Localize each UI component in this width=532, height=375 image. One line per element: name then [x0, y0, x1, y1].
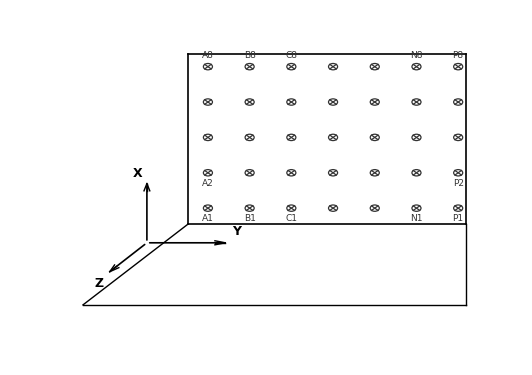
Text: C1: C1 — [285, 214, 297, 223]
Text: P8: P8 — [453, 51, 464, 60]
Text: A2: A2 — [202, 179, 214, 188]
Text: A8: A8 — [202, 51, 214, 60]
Text: Z: Z — [95, 277, 104, 290]
Text: B1: B1 — [244, 214, 255, 223]
Text: N8: N8 — [410, 51, 423, 60]
Text: A1: A1 — [202, 214, 214, 223]
Text: X: X — [133, 167, 143, 180]
Text: N1: N1 — [410, 214, 423, 223]
Text: Y: Y — [232, 225, 242, 238]
Text: P2: P2 — [453, 179, 464, 188]
Text: P1: P1 — [453, 214, 464, 223]
Text: C8: C8 — [285, 51, 297, 60]
Text: B8: B8 — [244, 51, 255, 60]
